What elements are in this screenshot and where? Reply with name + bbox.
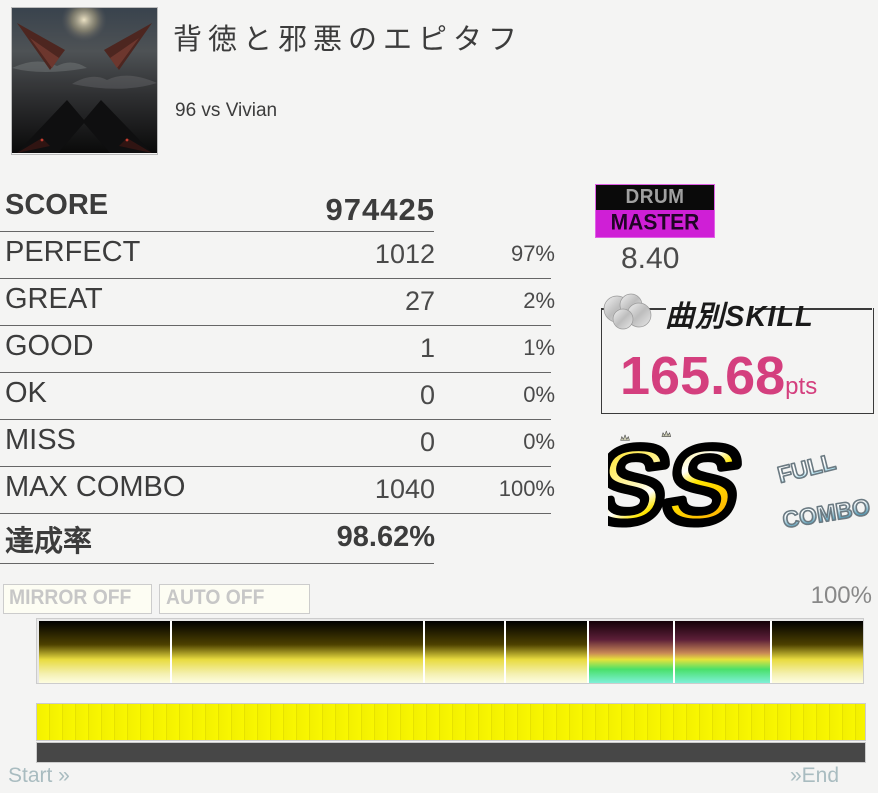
- svg-text:FULL: FULL: [775, 450, 838, 488]
- svg-text:COMBO: COMBO: [781, 493, 872, 532]
- svg-text:SS: SS: [608, 425, 743, 546]
